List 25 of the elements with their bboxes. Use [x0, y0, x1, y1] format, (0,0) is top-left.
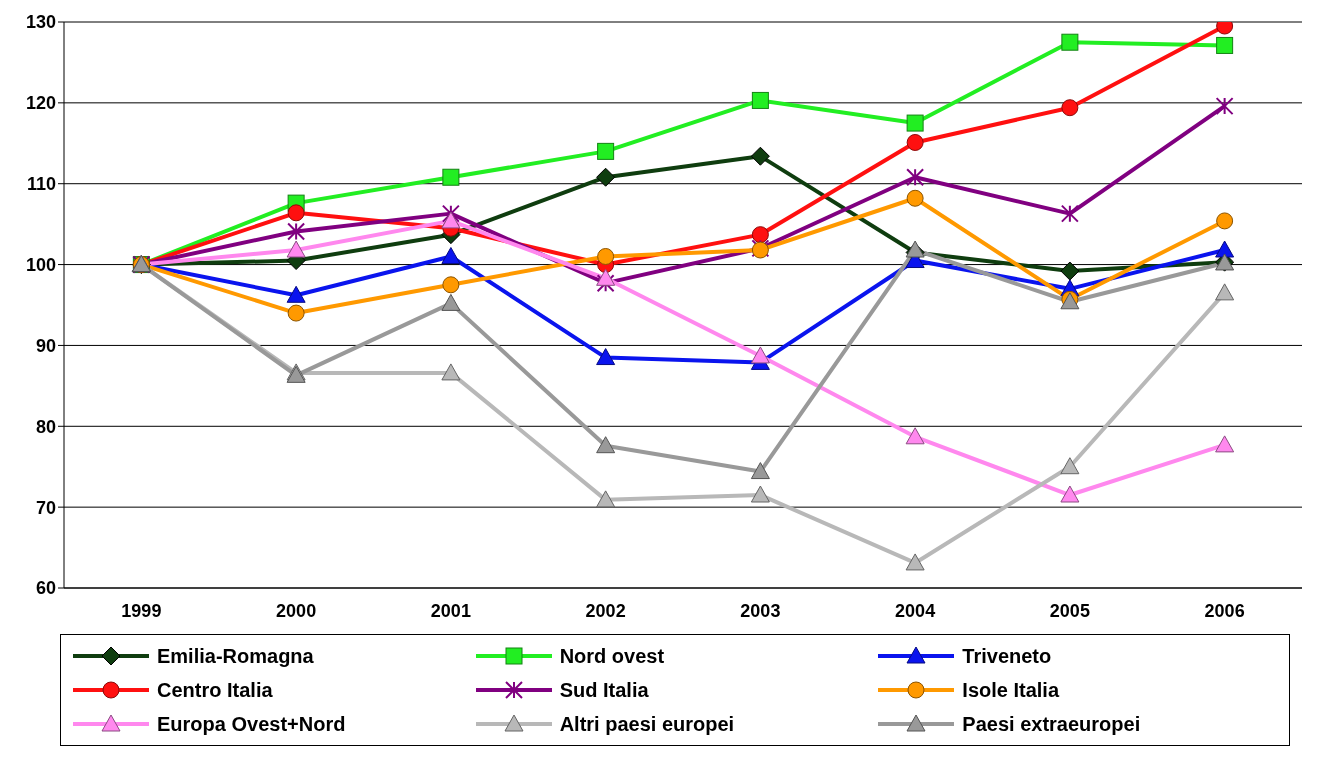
- legend-label: Sud Italia: [559, 678, 649, 702]
- y-tick-label: 90: [35, 335, 56, 356]
- x-tick-label: 2006: [1204, 600, 1245, 621]
- y-tick-label: 110: [26, 174, 56, 195]
- x-tick-label: 2003: [740, 600, 781, 621]
- x-tick-label: 2002: [585, 600, 626, 621]
- legend-label: Europa Ovest+Nord: [157, 712, 346, 736]
- x-tick-label: 2001: [430, 600, 471, 621]
- legend-label: Altri paesi europei: [559, 712, 735, 736]
- legend-label: Triveneto: [962, 644, 1052, 668]
- legend-label: Paesi extraeuropei: [962, 712, 1141, 736]
- y-tick-label: 120: [25, 93, 56, 114]
- x-tick-label: 2000: [276, 600, 317, 621]
- y-tick-label: 100: [25, 254, 56, 275]
- y-tick-label: 80: [35, 416, 56, 437]
- legend-label: Isole Italia: [962, 678, 1060, 702]
- y-tick-label: 70: [35, 497, 56, 518]
- x-tick-label: 2005: [1049, 600, 1090, 621]
- x-tick-label: 2004: [895, 600, 936, 621]
- x-tick-label: 1999: [121, 600, 162, 621]
- legend-label: Nord ovest: [559, 644, 665, 668]
- y-tick-label: 130: [25, 12, 56, 33]
- legend-label: Emilia-Romagna: [157, 644, 314, 668]
- legend-label: Centro Italia: [157, 678, 273, 702]
- y-tick-label: 60: [35, 578, 56, 599]
